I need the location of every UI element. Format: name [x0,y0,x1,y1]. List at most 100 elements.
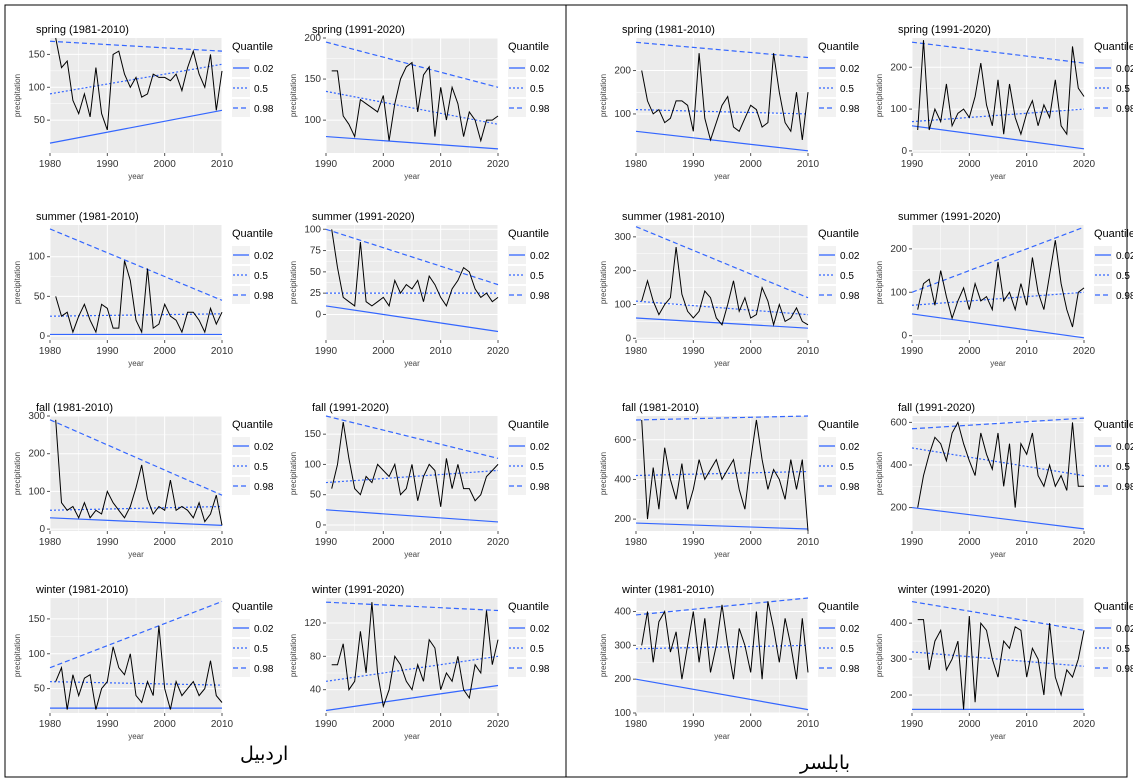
y-axis-label: precipitation [875,74,884,117]
legend: Quantile 0.02 0.5 0.98 [508,41,550,117]
quantile-line-0_02 [325,305,499,333]
precipitation-series-line [331,61,499,143]
legend-entry-label: 0.02 [1116,624,1133,635]
legend: Quantile 0.02 0.5 0.98 [508,419,550,495]
precipitation-series-line [917,421,1084,508]
x-axis-label: year [990,550,1006,559]
x-tick-label: 2010 [430,719,453,730]
x-tick-label: 1990 [682,719,705,730]
x-tick-label: 1990 [901,346,924,357]
y-tick-label: 200 [304,33,321,44]
quantile-line-0_98 [325,228,499,286]
y-tick-label: 100 [614,299,631,310]
x-axis-label: year [404,172,420,181]
quantile-line-0_98 [911,417,1085,430]
x-tick-label: 2000 [154,719,177,730]
precipitation-series-line [331,229,499,308]
x-tick-label: 2010 [797,346,820,357]
y-axis-label: precipitation [13,634,22,677]
legend-entry-label: 0.02 [1116,251,1133,262]
chart-panel-7: winter (1991-2020) 1990 2000 2010 2020 40 80 12… [289,584,550,741]
precipitation-series-line [55,625,223,710]
y-tick-label: 100 [304,115,321,126]
y-axis-label: precipitation [599,261,608,304]
quantile-line-0_02 [325,135,499,150]
legend-title: Quantile [818,228,859,240]
x-tick-label: 2000 [372,537,395,548]
legend-entry-label: 0.98 [530,482,550,493]
legend-entry-label: 0.98 [840,664,860,675]
quantile-line-0_02 [635,522,809,530]
chart-panel-2: summer (1981-2010) 1980 1990 2000 2010 0 50 100… [13,211,274,368]
x-tick-label: 1990 [315,719,338,730]
x-tick-label: 2010 [430,159,453,170]
precipitation-series-line [641,53,809,142]
y-tick-label: 100 [890,287,907,298]
x-tick-label: 2010 [797,719,820,730]
chart-title: spring (1981-2010) [622,24,715,36]
quantile-line-0_98 [635,226,809,299]
quantile-line-0_98 [49,228,223,301]
x-tick-label: 2000 [958,346,981,357]
legend-entry-label: 0.98 [1116,482,1133,493]
x-tick-label: 2000 [740,346,763,357]
x-tick-label: 2020 [1073,346,1096,357]
quantile-line-0_5 [635,644,809,650]
y-tick-label: 75 [310,246,322,257]
x-tick-label: 2010 [1016,537,1039,548]
y-tick-label: 100 [304,224,321,235]
chart-panel-0: spring (1981-2010) 1980 1990 2000 2010 50 100 1… [13,24,274,181]
chart-title: summer (1991-2020) [898,211,1001,223]
chart-title: fall (1991-2020) [898,402,975,414]
legend-entry-label: 0.02 [254,442,274,453]
legend-entry-label: 0.98 [254,104,274,115]
quantile-line-0_5 [635,470,809,477]
x-tick-label: 1990 [315,537,338,548]
x-tick-label: 2010 [211,719,234,730]
legend-title: Quantile [818,41,859,53]
chart-title: spring (1991-2020) [312,24,405,36]
y-tick-label: 100 [28,82,45,93]
y-tick-label: 150 [304,429,321,440]
y-tick-label: 200 [890,244,907,255]
y-tick-label: 600 [890,417,907,428]
x-tick-label: 2010 [430,346,453,357]
legend: Quantile 0.02 0.5 0.98 [818,419,860,495]
legend-title: Quantile [818,419,859,431]
legend-entry-label: 0.98 [840,291,860,302]
legend-entry-label: 0.02 [530,624,550,635]
legend: Quantile 0.02 0.5 0.98 [1094,419,1133,495]
y-axis-label: precipitation [289,261,298,304]
x-axis-label: year [128,550,144,559]
x-axis-label: year [990,172,1006,181]
quantile-line-0_5 [325,655,499,682]
y-axis-label: precipitation [599,452,608,495]
y-axis-label: precipitation [289,452,298,495]
quantile-line-0_02 [911,506,1085,530]
quantile-line-0_5 [49,63,223,95]
quantile-line-0_02 [635,678,809,711]
x-axis-label: year [714,359,730,368]
y-tick-label: 200 [890,503,907,514]
legend: Quantile 0.02 0.5 0.98 [818,41,860,117]
precipitation-series-line [917,40,1085,136]
x-tick-label: 2000 [154,346,177,357]
quantile-line-0_98 [911,601,1085,631]
quantile-line-0_5 [635,109,809,115]
legend-entry-label: 0.5 [1116,84,1130,95]
x-tick-label: 2000 [154,537,177,548]
x-tick-label: 1980 [625,346,648,357]
legend-entry-label: 0.02 [254,251,274,262]
y-tick-label: 100 [304,459,321,470]
x-axis-label: year [128,732,144,741]
y-tick-label: 150 [304,74,321,85]
chart-panel-1: spring (1991-2020) 1990 2000 2010 2020 100 150… [289,24,550,181]
legend-entry-label: 0.98 [254,664,274,675]
legend-title: Quantile [232,228,273,240]
y-tick-label: 200 [28,449,45,460]
legend-entry-label: 0.98 [530,664,550,675]
x-tick-label: 2010 [797,537,820,548]
chart-title: fall (1981-2010) [36,402,113,414]
legend: Quantile 0.02 0.5 0.98 [232,419,274,495]
chart-title: winter (1991-2020) [311,584,404,596]
